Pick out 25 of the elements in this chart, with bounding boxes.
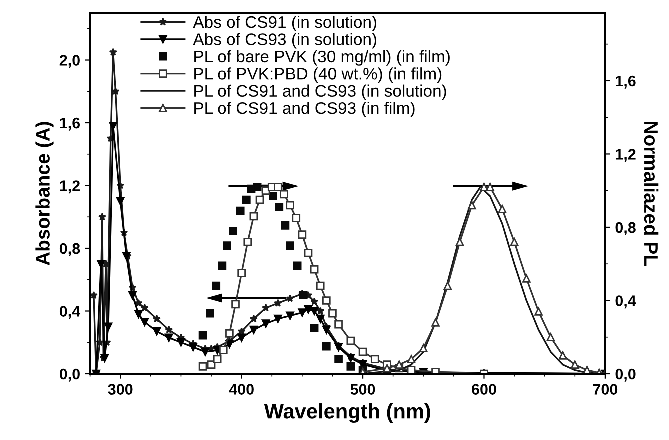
x-tick-label: 300 [108,384,133,395]
y2-axis-title: Normaliazed PL [644,122,659,266]
y-tick-label: 0,8 [60,243,80,256]
y-tick-label: 1,6 [60,118,80,131]
y2-tick-label: 0,4 [616,296,636,309]
y-tick-label: 0,4 [60,306,81,320]
x-axis-title: Wavelength (nm) [264,404,430,424]
x-tick-label: 400 [229,384,254,395]
x-tick-label: 600 [472,384,496,395]
legend-label: PL of CS91 and CS93 (in solution) [194,84,446,100]
x-tick-label: 500 [350,384,376,395]
y-axis-title: Absorbance (A) [36,122,54,266]
legend-label: Abs of CS93 (in solution) [193,33,377,49]
legend-label: PL of PVK:PBD (40 wt.%) (in film) [194,68,442,84]
y2-tick-label: 0,0 [616,368,636,382]
legend-label: PL of bare PVK (30 mg/ml) (in film) [194,50,450,66]
y2-tick-label: 1,2 [616,149,636,162]
x-tick-label: 700 [593,384,618,395]
y2-tick-label: 0,8 [616,222,636,236]
y2-tick-label: 1,6 [616,76,636,89]
y-tick-label: 1,2 [60,180,80,194]
y-tick-label: 0,0 [60,368,80,382]
legend-label: PL of CS91 and CS93 (in film) [194,102,415,118]
legend-label: Abs of CS91 (in solution) [193,16,377,32]
y-tick-label: 2,0 [60,55,80,68]
